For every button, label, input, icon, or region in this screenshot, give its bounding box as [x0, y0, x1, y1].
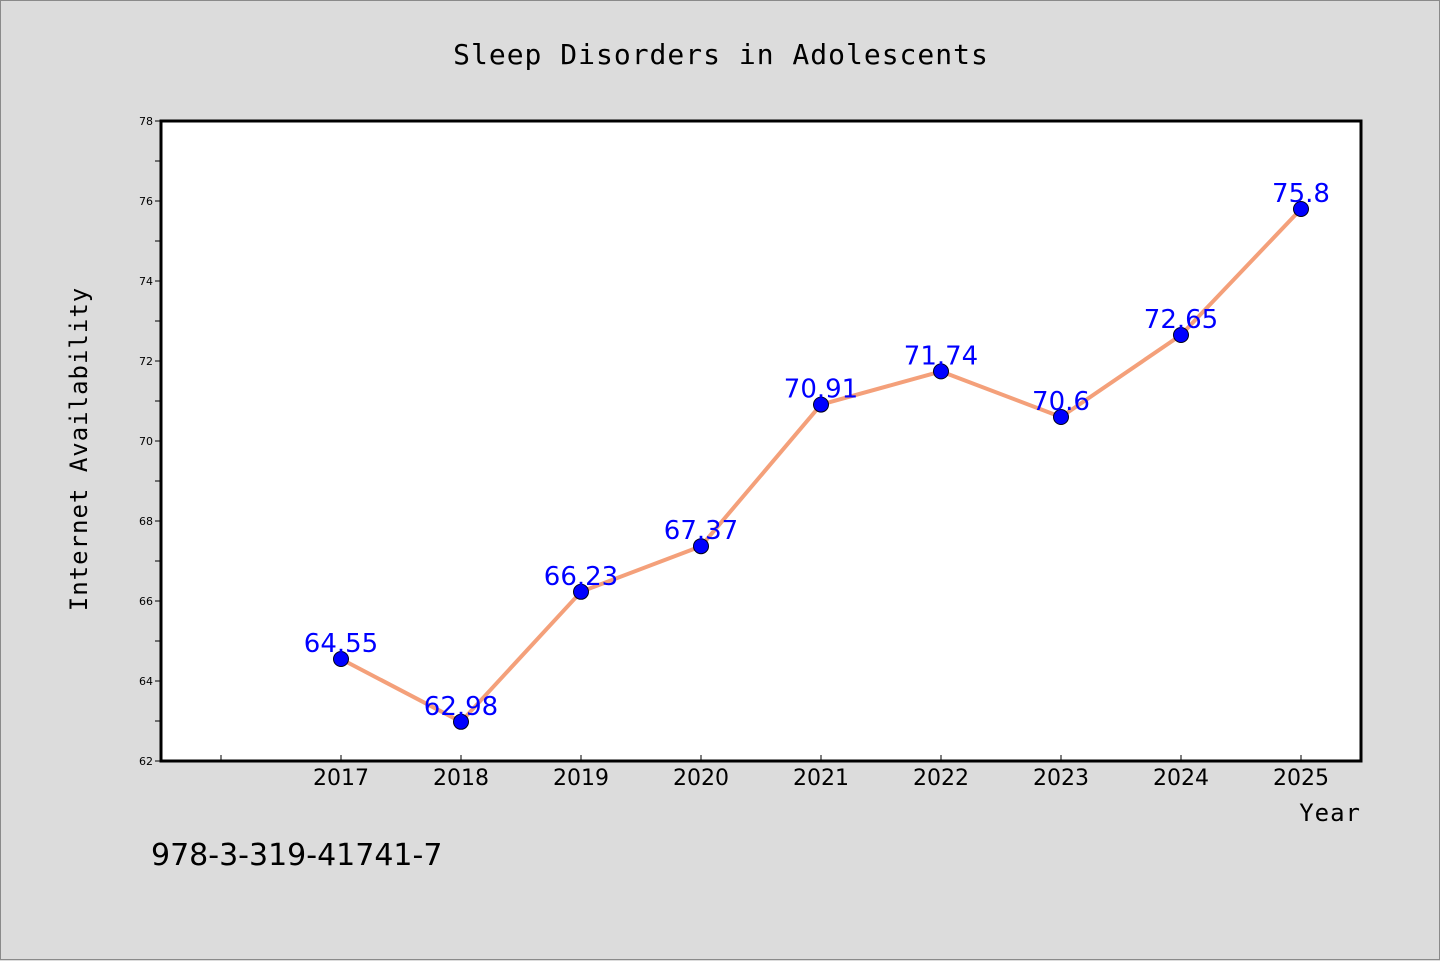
y-axis-title: Internet Availability [65, 287, 93, 611]
data-label: 62.98 [424, 692, 498, 722]
data-label: 71.74 [904, 341, 978, 371]
data-point-marker [813, 396, 829, 413]
data-point-marker [333, 651, 349, 667]
x-tick-label: 2025 [1273, 766, 1329, 791]
labels-layer: 64.55 62.98 66.23 67.37 70.91 71.74 70.6 72.65 7… [304, 179, 1330, 722]
data-label: 64.55 [304, 629, 378, 659]
x-tick-label: 2024 [1153, 766, 1209, 791]
x-tick-label: 2018 [433, 766, 489, 791]
data-point-marker [1173, 327, 1189, 343]
data-label: 67.37 [664, 516, 738, 546]
y-tick-label: 64 [139, 675, 153, 688]
data-point-marker [1293, 201, 1309, 217]
y-tick-label: 62 [139, 755, 153, 768]
y-tick-label: 66 [139, 595, 153, 608]
x-tick-label: 2017 [313, 766, 369, 791]
chart-title: Sleep Disorders in Adolescents [453, 38, 989, 71]
data-point-marker [453, 713, 469, 730]
plot-area [161, 121, 1361, 761]
y-tick-label: 70 [139, 435, 153, 448]
y-tick-label: 74 [139, 275, 153, 288]
y-tick-label: 68 [139, 515, 153, 528]
x-axis-title: Year [1299, 799, 1361, 827]
y-tick-label: 76 [139, 195, 153, 208]
x-tick-label: 2022 [913, 766, 969, 791]
x-tick-label: 2020 [673, 766, 729, 791]
y-tick-label: 78 [139, 115, 153, 128]
ticks-layer: 62 64 66 68 70 72 74 76 78 2017 2018 2019 2020 2021 20… [139, 115, 1329, 791]
data-label: 70.6 [1032, 387, 1090, 417]
x-tick-label: 2023 [1033, 766, 1089, 791]
data-label: 66.23 [544, 562, 618, 592]
plot-border [159, 119, 1363, 763]
data-point-marker [933, 363, 949, 380]
series-layer [333, 201, 1309, 730]
data-label: 75.8 [1272, 179, 1330, 209]
data-label: 70.91 [784, 375, 858, 405]
data-point-marker [693, 538, 709, 555]
y-tick-label: 72 [139, 355, 153, 368]
x-tick-label: 2019 [553, 766, 609, 791]
x-tick-label: 2021 [793, 766, 849, 791]
data-label: 72.65 [1144, 305, 1218, 335]
data-point-marker [1053, 409, 1069, 425]
footer-text: 978-3-319-41741-7 [151, 838, 442, 873]
data-point-marker [573, 583, 589, 600]
